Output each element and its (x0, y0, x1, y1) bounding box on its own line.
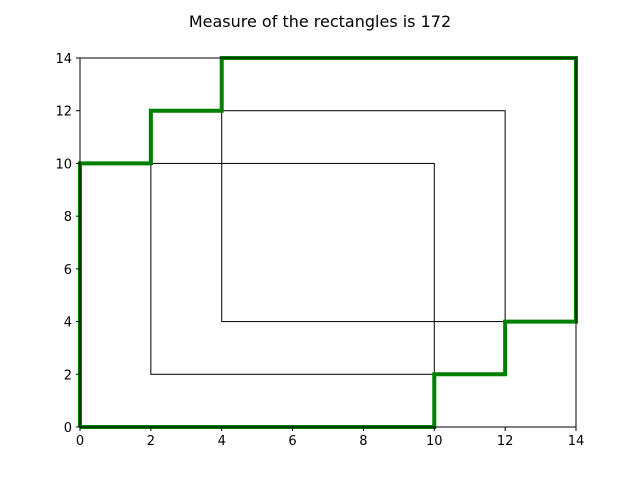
y-tick-label: 4 (64, 316, 72, 331)
union-outline-line (78, 56, 578, 429)
y-tick-label: 10 (55, 157, 72, 172)
rectangle-2 (150, 110, 506, 375)
y-tick-label: 8 (64, 210, 72, 225)
x-tick-label: 12 (497, 434, 514, 449)
rectangle-1 (79, 162, 435, 428)
x-tick-label: 10 (426, 434, 443, 449)
x-tick-label: 4 (218, 434, 226, 449)
x-tick-label: 14 (568, 434, 585, 449)
chart-title: Measure of the rectangles is 172 (188, 12, 452, 31)
axes-frame (79, 57, 577, 428)
x-tick-label: 0 (76, 434, 84, 449)
y-tick-label: 2 (64, 368, 72, 383)
y-tick-label: 6 (64, 263, 72, 278)
x-tick-label: 2 (147, 434, 155, 449)
rectangle-3 (221, 57, 577, 323)
x-tick-label: 6 (288, 434, 296, 449)
y-tick-label: 14 (55, 52, 72, 67)
y-tick-label: 0 (64, 421, 72, 436)
x-tick-label: 8 (359, 434, 367, 449)
y-tick-label: 12 (55, 105, 72, 120)
